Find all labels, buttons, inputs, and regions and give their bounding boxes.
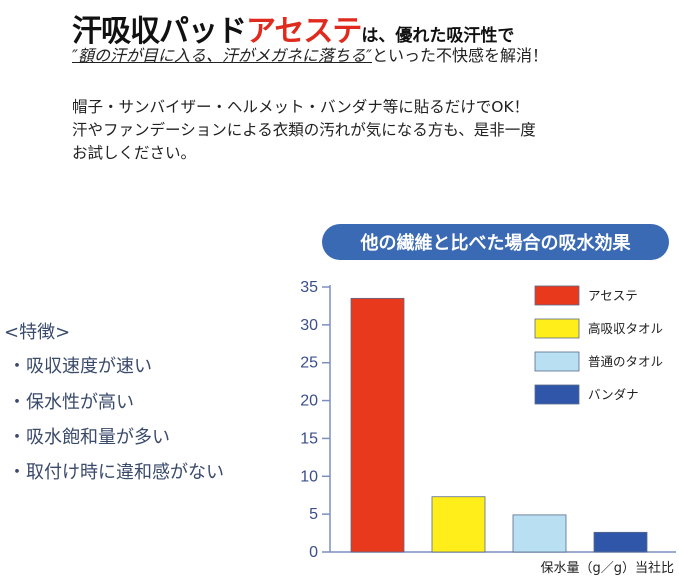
legend-swatch: [534, 285, 580, 306]
y-tick-label: 5: [309, 506, 318, 523]
feature-item: ・吸収速度が速い: [8, 356, 152, 377]
body-line-1: 帽子・サンバイザー・ヘルメット・バンダナ等に貼るだけでOK！: [72, 98, 530, 116]
y-tick-label: 15: [300, 430, 318, 447]
feature-item: ・保水性が高い: [8, 392, 134, 413]
headline-particle: は、: [361, 26, 396, 46]
legend-label: アセステ: [588, 288, 638, 303]
bar-2: [431, 496, 486, 553]
bar-3: [512, 514, 567, 553]
body-line-3: お試しください。: [72, 144, 197, 162]
legend-swatch: [534, 384, 580, 405]
y-tick-label: 30: [300, 317, 318, 334]
headline: 汗吸収パッドアセステは、優れた吸汗性で: [72, 6, 514, 50]
subtitle: ″額の汗が目に入る、汗がメガネに落ちる″といった不快感を解消！: [72, 42, 548, 66]
y-tick-label: 10: [300, 468, 318, 485]
headline-brand: アセステ: [246, 14, 362, 49]
y-tick-label: 35: [300, 279, 318, 296]
legend-swatch: [534, 351, 580, 372]
legend-label: 普通のタオル: [588, 354, 663, 369]
body-line-2: 汗やファンデーションによる衣類の汚れが気になる方も、是非一度: [72, 121, 536, 139]
legend-label: バンダナ: [588, 387, 639, 402]
y-tick-label: 25: [300, 355, 318, 372]
feature-item: ・取付け時に違和感がない: [8, 462, 224, 483]
legend-label: 高吸収タオル: [588, 321, 663, 336]
subtitle-quote: ″額の汗が目に入る、汗がメガネに落ちる″: [72, 46, 372, 65]
y-tick-label: 20: [300, 393, 318, 410]
axis-caption: 保水量（g／g）当社比: [540, 560, 674, 576]
legend-swatch: [534, 318, 580, 339]
y-tick-label: 0: [309, 544, 318, 561]
headline-tail: 優れた吸汗性で: [395, 26, 515, 46]
feature-item: ・吸水飽和量が多い: [8, 427, 170, 448]
bar-4: [593, 531, 648, 553]
subtitle-rest: といった不快感を解消！: [371, 46, 548, 65]
headline-product: 汗吸収パッド: [72, 14, 247, 49]
chart-title: 他の繊維と比べた場合の吸水効果: [322, 224, 669, 260]
features-heading: <特徴>: [4, 322, 71, 343]
bar-1: [350, 297, 405, 553]
